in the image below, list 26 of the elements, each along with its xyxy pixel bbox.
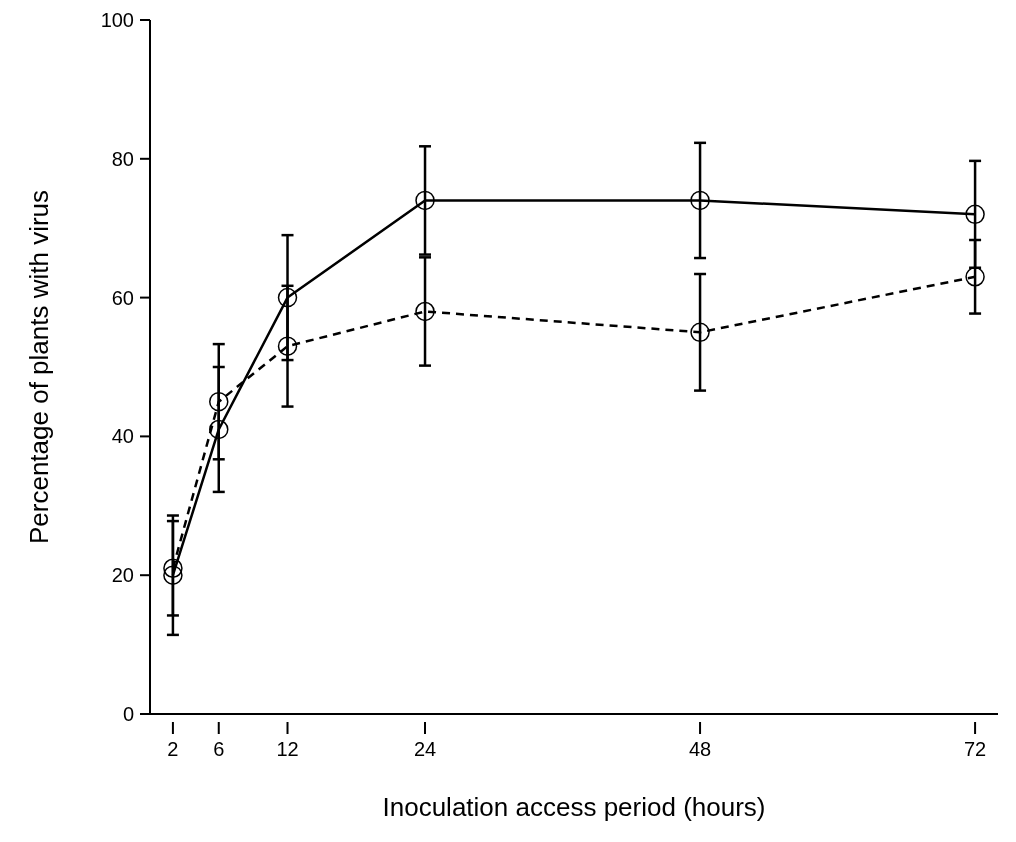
point xyxy=(163,558,183,579)
y-tick-label: 60 xyxy=(111,286,134,309)
x-tick-label: 24 xyxy=(413,738,437,760)
x-tick-label: 6 xyxy=(213,738,225,760)
y-tick-label: 100 xyxy=(100,9,134,31)
x-tick-label: 12 xyxy=(276,738,299,760)
y-axis-title: Percentage of plants with virus xyxy=(24,189,54,545)
point xyxy=(415,301,435,322)
point xyxy=(163,565,183,585)
point xyxy=(965,267,985,287)
point xyxy=(277,287,298,308)
point xyxy=(277,336,298,356)
point xyxy=(209,391,229,412)
point xyxy=(690,190,710,211)
point xyxy=(415,190,435,211)
point xyxy=(209,419,229,440)
x-axis-title: Inoculation access period (hours) xyxy=(382,792,766,822)
x-tick-label: 48 xyxy=(688,738,712,760)
y-tick-label: 80 xyxy=(111,147,134,170)
point xyxy=(965,204,985,225)
x-tick-label: 2 xyxy=(167,738,179,760)
y-tick-label: 0 xyxy=(122,703,134,725)
y-tick-label: 20 xyxy=(111,564,134,587)
point xyxy=(690,322,710,343)
y-tick-label: 40 xyxy=(111,425,134,448)
x-tick-label: 72 xyxy=(963,738,987,760)
